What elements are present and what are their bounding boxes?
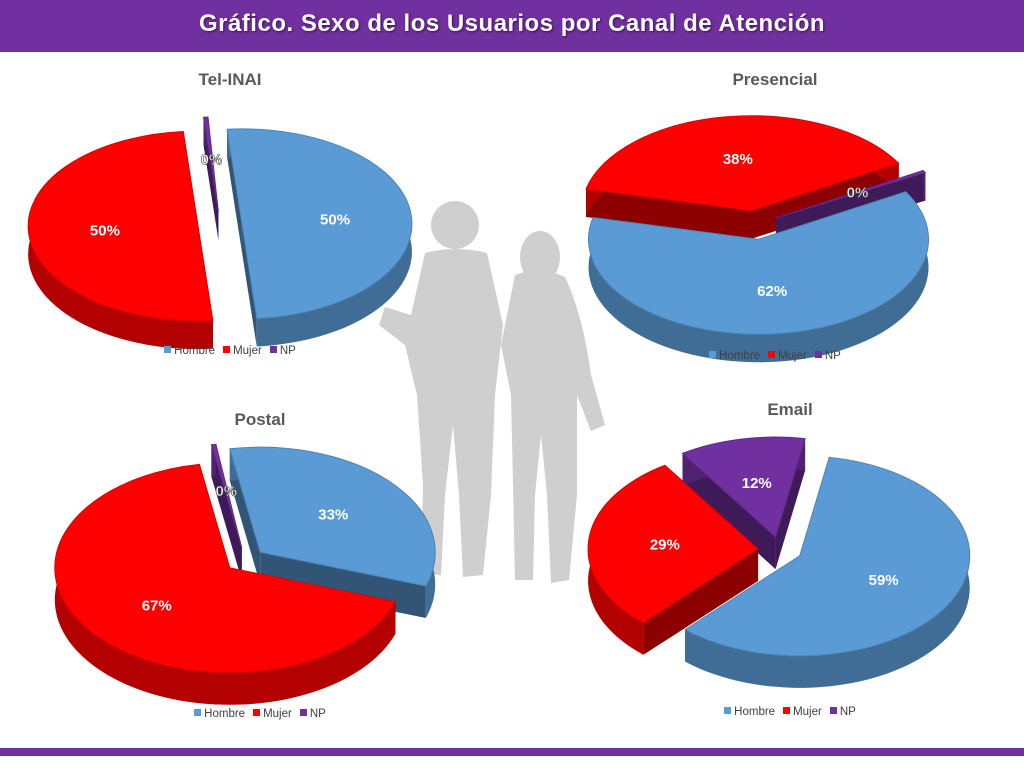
pie-slice-np [681,436,806,538]
pie-slice-mujer [27,130,214,322]
slice-wall-hombre [241,223,257,347]
legend-label: NP [839,706,856,718]
data-label-np: 0% [847,184,869,201]
legend-swatch [829,707,837,715]
data-label-hombre: 62% [757,283,787,300]
couple-silhouette-image [379,201,605,583]
legend-label: Hombre [734,706,776,718]
header-bar [0,0,1024,52]
legend-swatch [724,707,732,715]
legend-swatch [709,351,717,359]
legend: Hombre Mujer NP [60,708,460,720]
legend-label: NP [309,708,326,720]
legend-swatch [253,709,261,717]
slice-wall-mujer [643,548,759,655]
legend: Hombre Mujer NP [30,345,430,357]
legend-swatch [223,346,231,354]
pie-slice-hombre [684,456,971,657]
legend-item-np: NP [829,706,856,718]
data-label-hombre: 59% [869,572,899,589]
legend-label: Mujer [793,706,822,718]
pie-slice-np [210,443,243,549]
pie-slice-mujer [585,115,900,212]
legend-label: Hombre [204,708,246,720]
legend-item-np: NP [269,345,296,357]
data-label-hombre: 33% [318,507,348,524]
chart-title: Presencial [732,70,818,89]
pie-chart: 62% 38% 0% [585,115,929,363]
data-label-np: 12% [742,475,772,492]
legend-item-np: NP [299,708,326,720]
pie-tops [585,115,929,335]
pie-labels: 50% 50% 0% [90,151,350,240]
legend-label: NP [824,350,841,362]
legend-swatch [783,707,791,715]
slice-wall-hombre [227,129,242,252]
chart-postal: Postal 33% 67% 0% Hombre Mujer NP [54,400,460,720]
pie-tops [27,116,413,322]
legend-item-hombre: Hombre [164,345,215,357]
data-label-mujer: 50% [90,223,120,240]
chart-title: Tel-INAI [198,70,262,89]
data-label-mujer: 67% [142,597,172,614]
pie-chart: 50% 50% 0% [27,116,413,350]
legend-swatch [299,709,307,717]
legend-swatch [194,709,202,717]
legend-swatch [164,346,172,354]
data-label-mujer: 29% [650,537,680,554]
data-label-np: 0% [215,483,237,500]
legend-label: Hombre [719,350,761,362]
pie-slice-mujer [587,464,759,624]
legend-swatch [814,351,822,359]
legend-swatch [269,346,277,354]
legend-item-hombre: Hombre [709,350,760,362]
slice-wall-mujer [585,189,752,239]
pie-chart: 59% 29% 12% [587,436,971,688]
legend-item-mujer: Mujer [223,345,262,357]
chart-title: Email [767,400,813,419]
data-label-hombre: 50% [320,211,350,228]
legend-item-hombre: Hombre [724,706,775,718]
chart-title: Postal [234,410,286,429]
legend-item-hombre: Hombre [194,708,245,720]
pie-tops [54,443,436,674]
pie-slice-np [202,116,219,212]
pie-labels: 59% 29% 12% [650,475,899,589]
pie-chart: 33% 67% 0% [54,443,436,705]
footer-bar [0,748,1024,756]
chart-email: Email 59% 29% 12% Hombre Mujer NP [587,390,990,718]
chart-presencial: Presencial 62% 38% 0% Hombre Mujer NP [575,60,975,380]
pie-slice-hombre [226,128,413,320]
pie-slice-hombre [588,191,929,335]
data-label-mujer: 38% [723,151,753,168]
legend-label: Mujer [263,708,292,720]
legend-item-np: NP [814,350,841,362]
pie-labels: 62% 38% 0% [723,151,869,300]
legend-item-mujer: Mujer [253,708,292,720]
pie-tops [587,436,971,657]
pie-slice-mujer [54,463,397,674]
slice-side-np [923,170,926,201]
legend-item-mujer: Mujer [783,706,822,718]
data-label-np: 0% [201,152,223,169]
pie-labels: 33% 67% 0% [142,483,349,615]
legend-label: Hombre [174,345,216,357]
legend-label: Mujer [233,345,262,357]
pie-slice-hombre [229,446,436,587]
legend-swatch [768,351,776,359]
slice-wall-np [203,117,219,240]
slice-wall-np [775,438,806,570]
slice-wall-np [682,453,776,570]
legend: Hombre Mujer NP [590,706,990,718]
slice-side-hombre [685,457,970,688]
chart-tel-inai: Tel-INAI 50% 50% 0% Hombre Mujer NP [27,60,430,380]
legend-item-mujer: Mujer [768,350,807,362]
legend-label: NP [279,345,296,357]
page-title: Gráfico. Sexo de los Usuarios por Canal … [198,10,826,37]
pie-slice-np [775,169,927,219]
legend-label: Mujer [778,350,807,362]
legend: Hombre Mujer NP [575,350,975,362]
slice-wall-hombre [229,448,261,585]
